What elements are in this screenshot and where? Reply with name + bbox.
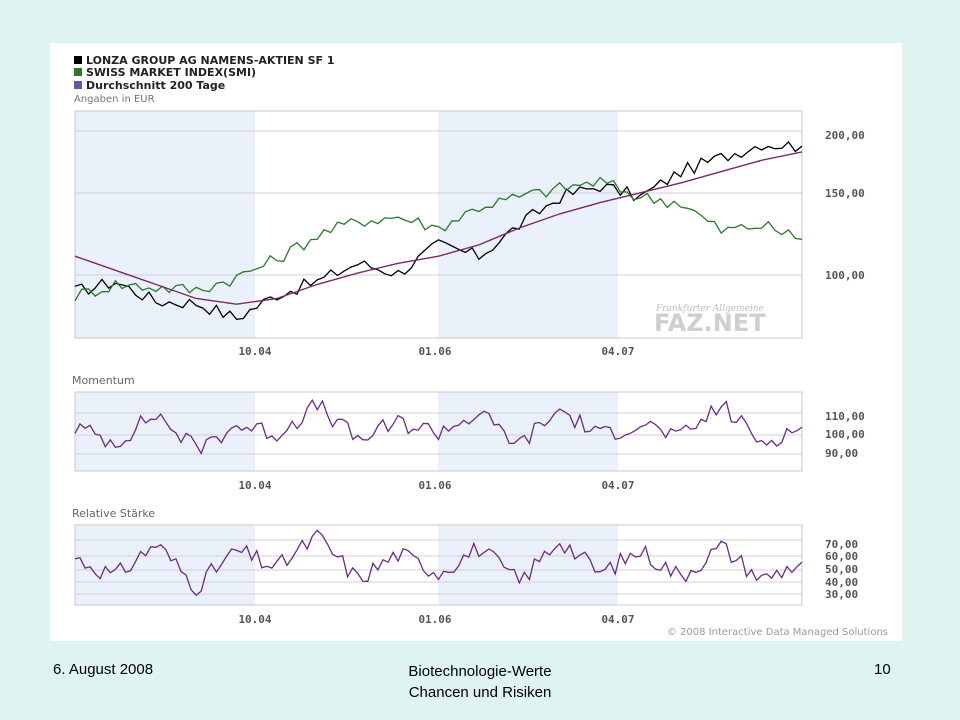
legend-swatch-ma200	[74, 81, 82, 89]
series-line-durchschnitt-200-tage	[74, 151, 803, 305]
x-tick-label: 10.04	[238, 479, 271, 492]
y-tick-label: 200,00	[825, 129, 865, 142]
shade-band-1	[75, 392, 255, 471]
shade-band-2	[438, 525, 618, 605]
legend-swatch-lonza	[74, 56, 82, 64]
footer-title-line2: Chancen und Risiken	[408, 684, 552, 701]
plot-border	[74, 524, 803, 606]
y-tick-label: 30,00	[825, 588, 858, 601]
x-tick-label: 01.06	[418, 345, 451, 358]
y-tick-label: 40,00	[825, 576, 858, 589]
x-tick-label: 04.07	[601, 479, 634, 492]
y-tick-label: 90,00	[825, 447, 858, 460]
x-tick-label: 10.04	[238, 345, 271, 358]
unit-note: Angaben in EUR	[74, 94, 155, 105]
series-line-swiss-market-index-smi-	[74, 176, 803, 302]
footer-title-line1: Biotechnologie-Werte	[408, 663, 552, 680]
chart-svg: LONZA GROUP AG NAMENS-AKTIEN SF 1 SWISS …	[72, 54, 888, 638]
legend-label-lonza: LONZA GROUP AG NAMENS-AKTIEN SF 1	[86, 54, 335, 67]
footer-page-number: 10	[874, 661, 891, 678]
chart-panel-1: 200,00 150,00 100,00 10.04 01.06 04.07 Frankfu…	[74, 110, 865, 358]
chart-frame: LONZA GROUP AG NAMENS-AKTIEN SF 1 SWISS …	[50, 43, 902, 641]
legend-label-ma200: Durchschnitt 200 Tage	[86, 79, 225, 92]
panel-title: Relative Stärke	[72, 507, 155, 520]
x-tick-label: 10.04	[238, 613, 271, 626]
series-line-panel-3	[74, 529, 803, 597]
legend-swatch-smi	[74, 68, 82, 76]
legend-label-smi: SWISS MARKET INDEX(SMI)	[86, 66, 256, 79]
chart-panel-2: 110,00 100,00 90,00 10.04 01.06 04.07 Momentum	[72, 374, 865, 492]
plot-border	[74, 391, 803, 472]
x-tick-label: 01.06	[418, 613, 451, 626]
y-tick-label: 100,00	[825, 428, 865, 441]
x-tick-label: 01.06	[418, 479, 451, 492]
y-tick-label: 50,00	[825, 563, 858, 576]
y-tick-label: 70,00	[825, 538, 858, 551]
shade-band-1	[75, 525, 255, 605]
y-tick-label: 60,00	[825, 550, 858, 563]
watermark-small: Frankfurter Allgemeine	[655, 304, 764, 314]
copyright-text: © 2008 Interactive Data Managed Solution…	[667, 627, 888, 638]
series-line-panel-2	[74, 398, 803, 456]
series-line-lonza-group-ag-namens-aktien-sf-1	[74, 141, 803, 320]
y-tick-label: 100,00	[825, 269, 865, 282]
footer-title: Biotechnologie-Werte Chancen und Risiken	[380, 661, 580, 703]
footer-date: 6. August 2008	[53, 661, 154, 678]
chart-legend: LONZA GROUP AG NAMENS-AKTIEN SF 1 SWISS …	[74, 54, 335, 105]
plot-border	[74, 110, 803, 339]
y-tick-label: 110,00	[825, 410, 865, 423]
x-tick-label: 04.07	[601, 345, 634, 358]
shade-band-2	[438, 392, 618, 471]
watermark-faznet: FAZ.NET	[654, 309, 766, 337]
x-tick-label: 04.07	[601, 613, 634, 626]
chart-panels: 200,00 150,00 100,00 10.04 01.06 04.07 Frankfu…	[72, 110, 865, 626]
y-tick-label: 150,00	[825, 187, 865, 200]
shade-band-1	[75, 111, 255, 338]
panel-title: Momentum	[72, 374, 135, 387]
